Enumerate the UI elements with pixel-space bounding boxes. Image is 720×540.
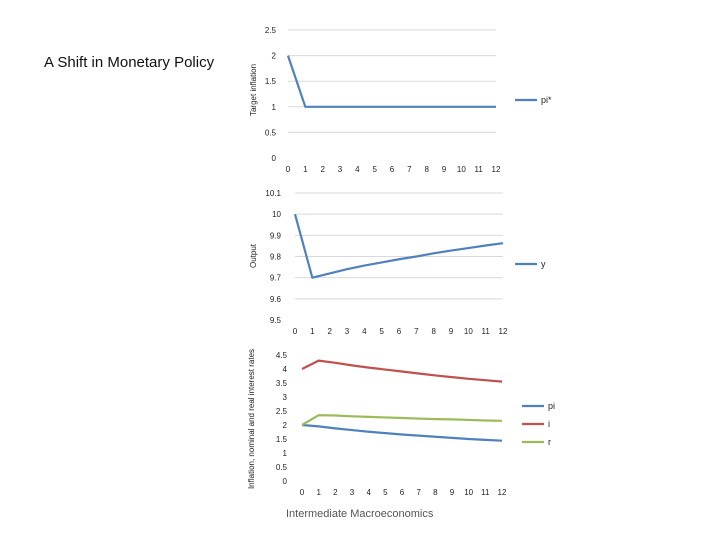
output-chart-x-tick-label: 0	[293, 327, 298, 336]
target-inflation-chart-legend-label: pi*	[541, 95, 552, 105]
rates-chart-x-tick-label: 2	[333, 488, 338, 497]
rates-chart-x-tick-label: 5	[383, 488, 388, 497]
rates-chart-legend-label: i	[548, 419, 550, 429]
rates-chart-y-tick-label: 1.5	[276, 435, 288, 444]
rates-chart-x-tick-label: 9	[450, 488, 455, 497]
output-chart-x-tick-label: 9	[449, 327, 454, 336]
target-inflation-chart-y-tick-label: 0	[272, 154, 277, 163]
rates-chart-y-tick-label: 0	[283, 477, 288, 486]
rates-chart-x-tick-label: 1	[316, 488, 321, 497]
output-chart-y-tick-label: 10	[272, 210, 281, 219]
rates-chart-x-tick-label: 8	[433, 488, 438, 497]
target-inflation-chart-x-tick-label: 2	[320, 165, 325, 174]
output-chart-y-tick-label: 10.1	[265, 189, 281, 198]
output-chart-x-tick-label: 7	[414, 327, 419, 336]
output-chart-y-tick-label: 9.6	[270, 295, 282, 304]
output-chart-x-tick-label: 11	[482, 327, 491, 336]
rates-chart-legend-label: r	[548, 437, 551, 447]
rates-chart-y-tick-label: 2	[283, 421, 288, 430]
target-inflation-chart-x-tick-label: 7	[407, 165, 412, 174]
rates-chart-y-tick-label: 2.5	[276, 407, 288, 416]
target-inflation-chart-x-tick-label: 1	[303, 165, 308, 174]
target-inflation-chart-x-tick-label: 11	[475, 165, 484, 174]
output-chart-x-tick-label: 5	[379, 327, 384, 336]
output-chart-series-y-line	[293, 213, 504, 279]
output-chart-x-tick-label: 3	[345, 327, 350, 336]
target-inflation-chart-y-tick-label: 1.5	[265, 77, 277, 86]
output-chart-y-tick-label: 9.8	[270, 253, 282, 262]
output-chart-x-tick-label: 1	[310, 327, 315, 336]
rates-chart-x-tick-label: 11	[481, 488, 490, 497]
output-chart-x-tick-label: 2	[327, 327, 332, 336]
target-inflation-chart-y-axis-title: Target inflation	[249, 64, 258, 116]
target-inflation-chart-x-tick-label: 0	[286, 165, 291, 174]
target-inflation-chart-x-tick-label: 8	[424, 165, 429, 174]
target-inflation-chart-x-tick-label: 3	[338, 165, 343, 174]
target-inflation-chart-series-pistar-line	[286, 55, 496, 108]
target-inflation-chart-x-tick-label: 12	[492, 165, 501, 174]
rates-chart-y-tick-label: 1	[283, 449, 288, 458]
output-chart-legend-label: y	[541, 259, 546, 269]
rates-chart-series-pi-line	[301, 423, 503, 442]
target-inflation-chart-x-tick-label: 5	[372, 165, 377, 174]
target-inflation-chart-x-tick-label: 4	[355, 165, 360, 174]
rates-chart-x-tick-label: 12	[498, 488, 507, 497]
rates-chart-series-r-line	[301, 414, 503, 426]
target-inflation-chart-x-tick-label: 10	[457, 165, 466, 174]
footer-caption: Intermediate Macroeconomics	[286, 508, 434, 520]
rates-chart-y-tick-label: 0.5	[276, 463, 288, 472]
output-chart-x-tick-label: 4	[362, 327, 367, 336]
output-chart-x-tick-label: 10	[464, 327, 473, 336]
rates-chart-y-tick-label: 3.5	[276, 379, 288, 388]
rates-chart-x-tick-label: 7	[416, 488, 421, 497]
target-inflation-chart-x-tick-label: 9	[442, 165, 447, 174]
rates-chart-y-tick-label: 4.5	[276, 351, 288, 360]
rates-chart-y-axis-title: Inflation, nominal and real interest rat…	[247, 349, 256, 489]
output-chart-x-tick-label: 8	[431, 327, 436, 336]
output-chart-y-tick-label: 9.7	[270, 274, 282, 283]
rates-chart-x-tick-label: 4	[366, 488, 371, 497]
output-chart-x-tick-label: 12	[499, 327, 508, 336]
target-inflation-chart-y-tick-label: 2.5	[265, 26, 277, 35]
rates-chart-x-tick-label: 0	[300, 488, 305, 497]
target-inflation-chart-y-tick-label: 0.5	[265, 128, 277, 137]
rates-chart-x-tick-label: 3	[350, 488, 355, 497]
rates-chart-x-tick-label: 6	[400, 488, 405, 497]
output-chart-y-tick-label: 9.9	[270, 231, 282, 240]
output-chart-y-tick-label: 9.5	[270, 316, 282, 325]
rates-chart-series-i-line	[301, 359, 503, 383]
target-inflation-chart-y-tick-label: 1	[272, 103, 277, 112]
output-chart-x-tick-label: 6	[397, 327, 402, 336]
target-inflation-chart-y-tick-label: 2	[272, 52, 277, 61]
rates-chart-y-tick-label: 3	[283, 393, 288, 402]
rates-chart-y-tick-label: 4	[283, 365, 288, 374]
rates-chart-legend-label: pi	[548, 401, 555, 411]
target-inflation-chart-x-tick-label: 6	[390, 165, 395, 174]
page-title: A Shift in Monetary Policy	[44, 54, 215, 71]
output-chart-y-axis-title: Output	[249, 243, 258, 268]
rates-chart-x-tick-label: 10	[464, 488, 473, 497]
